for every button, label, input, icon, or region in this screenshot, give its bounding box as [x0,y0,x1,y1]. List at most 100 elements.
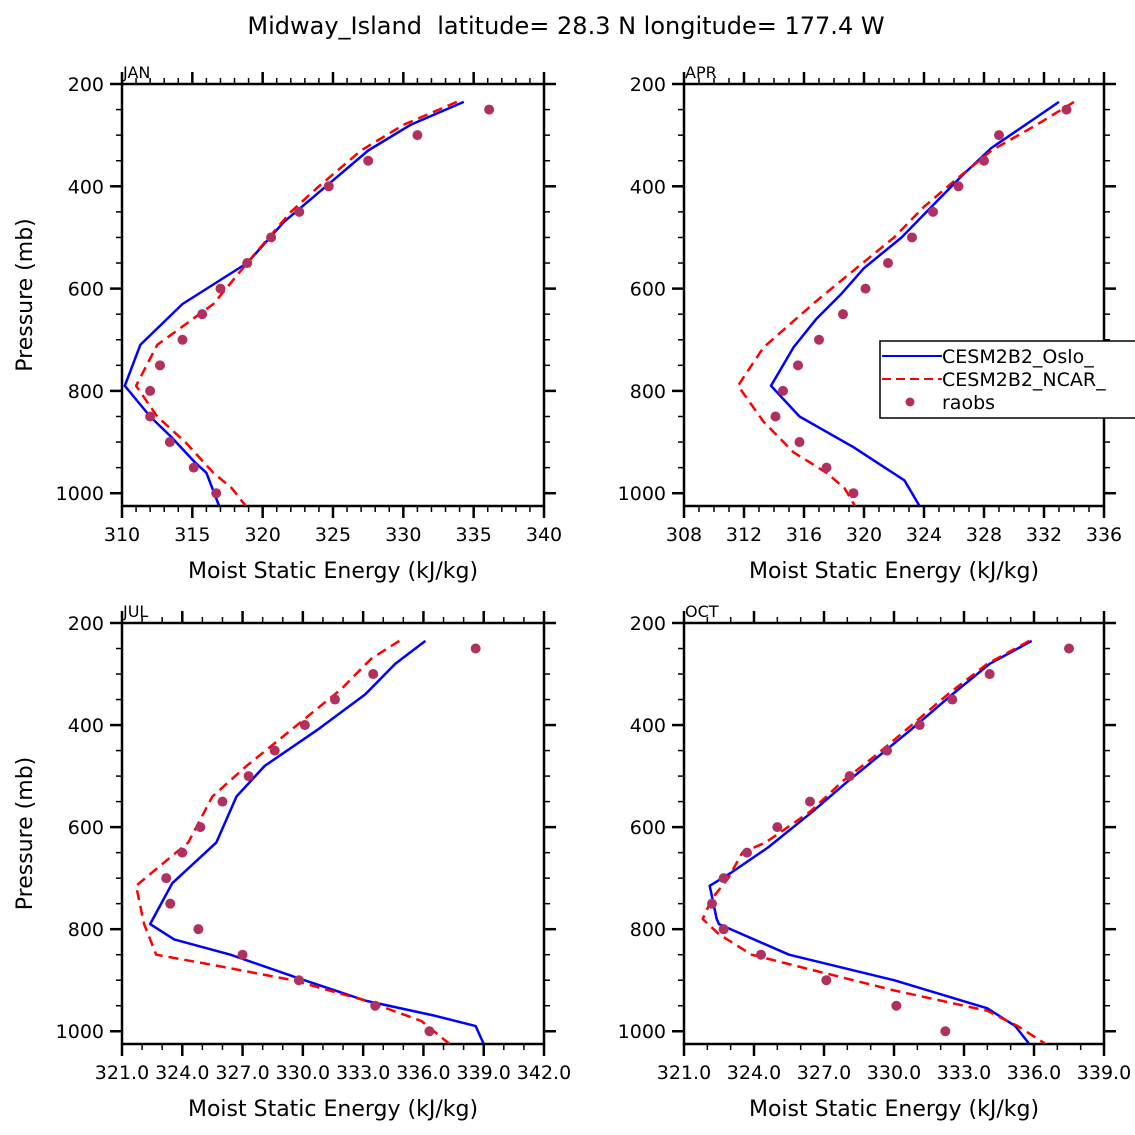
raobs-point [984,669,995,680]
raobs-point [145,385,156,396]
x-tick-label: 339.0 [1077,1062,1131,1084]
x-axis-title: Moist Static Energy (kJ/kg) [188,1097,478,1122]
x-axis-title: Moist Static Energy (kJ/kg) [188,559,478,584]
raobs-point [821,975,832,986]
y-tick-label: 200 [630,74,666,96]
raobs-point [914,720,925,731]
raobs-point [1061,104,1072,115]
x-axis-title: Moist Static Energy (kJ/kg) [749,1097,1039,1122]
x-tick-label: 316 [786,524,822,546]
raobs-point [211,488,222,499]
panel-label: OCT [685,602,719,621]
x-tick-label: 330.0 [867,1062,921,1084]
y-tick-label: 600 [630,279,666,301]
y-tick-label: 200 [68,74,104,96]
y-tick-label: 200 [68,613,104,635]
x-tick-label: 336.0 [1007,1062,1061,1084]
x-tick-label: 330 [385,524,421,546]
x-tick-label: 324 [906,524,942,546]
raobs-point [237,949,248,960]
oslo-line [769,100,1060,506]
raobs-point [756,949,766,960]
raobs-point [161,873,172,884]
raobs-point [217,796,228,807]
legend-raobs-marker [905,397,915,407]
ncar-line [134,100,458,506]
raobs-point [772,822,783,833]
raobs-point [805,796,815,807]
legend: CESM2B2_Oslo_CESM2B2_NCAR_raobs [879,340,1135,419]
x-tick-label: 321.0 [95,1062,149,1084]
raobs-point [412,130,423,141]
x-tick-label: 342.0 [517,1062,571,1084]
x-tick-label: 340 [526,524,562,546]
x-tick-label: 335 [456,524,492,546]
oslo-line [123,100,465,506]
raobs-point [370,1000,381,1011]
raobs-point [742,847,752,858]
raobs-point [154,360,165,371]
legend-label: raobs [942,392,995,414]
figure-title: Midway_Island latitude= 28.3 N longitude… [247,12,884,40]
x-tick-label: 328 [966,524,1002,546]
legend-label: CESM2B2_Oslo_ [942,346,1094,368]
raobs-point [197,309,208,320]
raobs-point [293,975,304,986]
x-tick-label: 324.0 [727,1062,781,1084]
y-tick-label: 400 [630,715,666,737]
raobs-point [299,720,310,731]
x-tick-label: 325 [315,524,351,546]
x-tick-label: 336 [1086,524,1122,546]
y-tick-label: 800 [68,381,104,403]
raobs-point [242,258,253,269]
raobs-point [778,385,788,396]
oslo-line [148,639,485,1044]
x-tick-label: 327.0 [797,1062,851,1084]
y-axis-title: Pressure (mb) [13,218,38,372]
raobs-point [793,360,803,371]
raobs-point [294,206,305,217]
ncar-line [736,100,1075,506]
panel-label: JUL [122,602,148,621]
raobs-point [891,1000,902,1011]
y-tick-label: 600 [68,817,104,839]
x-tick-label: 310 [104,524,140,546]
raobs-point [940,1026,951,1037]
panel-label: JAN [122,63,150,82]
raobs-point [164,437,175,448]
raobs-point [215,283,226,294]
raobs-point [718,924,729,935]
raobs-point [707,898,717,909]
panel-label: APR [685,63,717,82]
raobs-point [330,694,341,705]
x-tick-label: 327.0 [215,1062,269,1084]
raobs-point [794,437,805,448]
raobs-point [470,643,481,654]
ncar-line [701,639,1047,1044]
x-tick-label: 320 [846,524,882,546]
y-tick-label: 400 [68,715,104,737]
series-group [736,100,1075,506]
x-tick-label: 333.0 [336,1062,390,1084]
series-group [701,639,1074,1044]
raobs-point [1064,643,1074,654]
y-tick-label: 600 [630,817,666,839]
raobs-point [770,411,781,422]
x-tick-label: 333.0 [937,1062,991,1084]
raobs-point [484,104,495,115]
raobs-point [979,155,989,166]
x-tick-label: 308 [666,524,702,546]
raobs-point [883,258,893,269]
raobs-point [907,232,917,243]
x-axis-title: Moist Static Energy (kJ/kg) [749,559,1039,584]
y-tick-label: 800 [68,919,104,941]
y-axis-title: Pressure (mb) [13,757,38,911]
raobs-point [424,1026,435,1037]
plot-frame [120,621,546,1046]
raobs-point [814,334,824,345]
x-tick-label: 330.0 [276,1062,330,1084]
oslo-line [708,639,1033,1044]
y-tick-label: 800 [630,919,666,941]
raobs-point [145,411,156,422]
